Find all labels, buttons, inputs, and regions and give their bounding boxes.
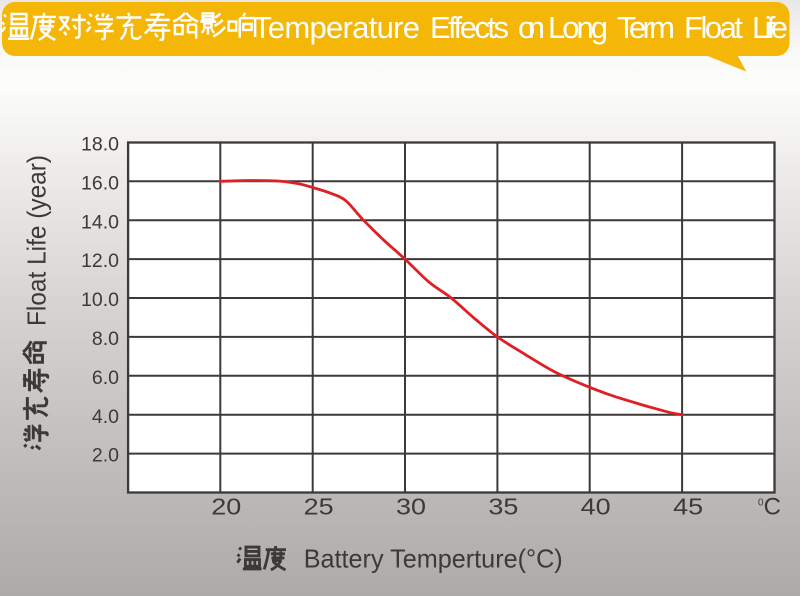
svg-text:2.0: 2.0	[92, 445, 119, 467]
svg-text:8.0: 8.0	[92, 328, 119, 350]
svg-text:4.0: 4.0	[92, 406, 119, 428]
svg-text:18.0: 18.0	[81, 134, 119, 156]
svg-text:45: 45	[673, 494, 703, 520]
svg-text:14.0: 14.0	[81, 211, 119, 233]
svg-text:40: 40	[581, 494, 611, 520]
svg-text:30: 30	[396, 494, 426, 520]
svg-text:16.0: 16.0	[81, 172, 119, 194]
svg-text:20: 20	[211, 494, 241, 520]
svg-text:0C: 0C	[758, 494, 781, 521]
svg-text:12.0: 12.0	[81, 250, 119, 272]
svg-text:Float Life (year): Float Life (year)	[22, 155, 52, 326]
svg-text:10.0: 10.0	[81, 289, 119, 311]
svg-text:6.0: 6.0	[92, 367, 119, 389]
svg-text:Battery Temperture(°C): Battery Temperture(°C)	[304, 544, 563, 574]
svg-text:25: 25	[304, 494, 334, 520]
svg-text:35: 35	[488, 494, 518, 520]
